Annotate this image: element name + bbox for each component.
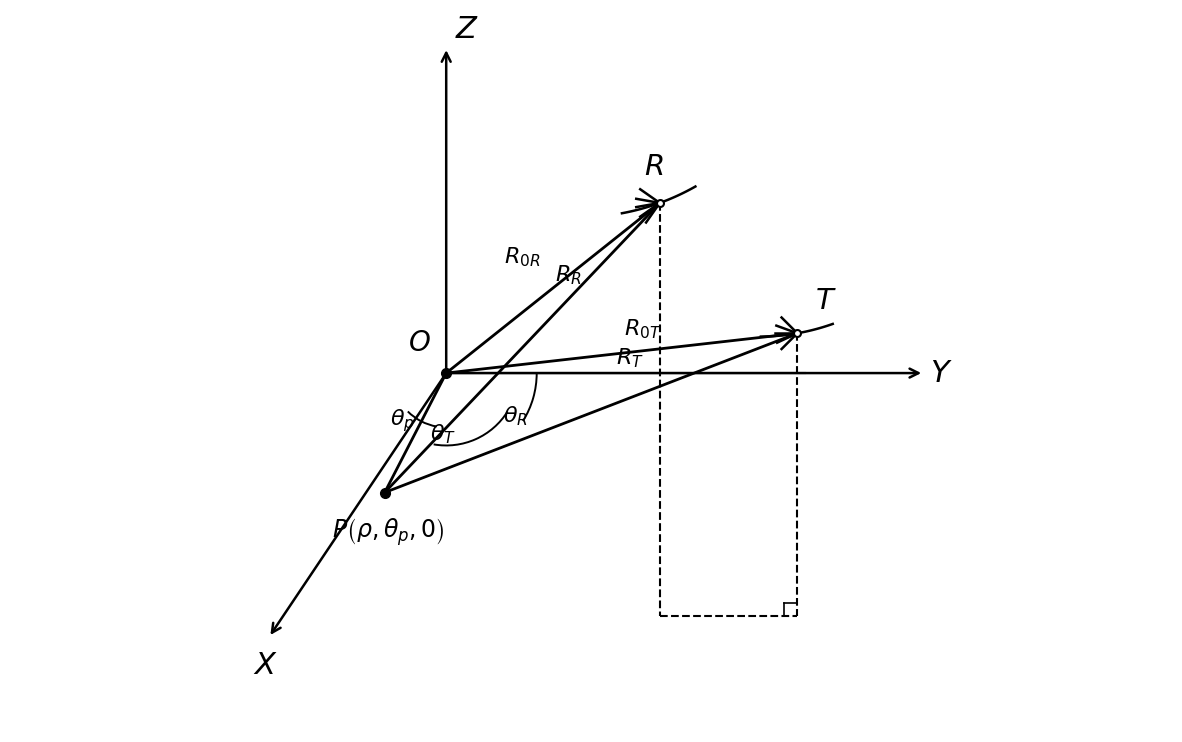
- Text: $R_{0R}$: $R_{0R}$: [504, 246, 540, 269]
- Text: $Y$: $Y$: [930, 358, 953, 389]
- Text: $R_{0T}$: $R_{0T}$: [624, 318, 662, 341]
- Text: $Z$: $Z$: [455, 14, 479, 45]
- Text: $O$: $O$: [408, 330, 430, 357]
- Text: $R_T$: $R_T$: [616, 347, 644, 370]
- Text: $R$: $R$: [644, 154, 664, 181]
- Text: $\theta_p$: $\theta_p$: [390, 407, 415, 433]
- Text: $T$: $T$: [816, 287, 837, 315]
- Text: $\theta_R$: $\theta_R$: [502, 404, 527, 428]
- Text: $P\left(\rho,\theta_p,0\right)$: $P\left(\rho,\theta_p,0\right)$: [332, 516, 444, 548]
- Text: $\theta_T$: $\theta_T$: [429, 423, 455, 447]
- Text: $R_R$: $R_R$: [554, 263, 582, 287]
- Text: $X$: $X$: [253, 650, 278, 681]
